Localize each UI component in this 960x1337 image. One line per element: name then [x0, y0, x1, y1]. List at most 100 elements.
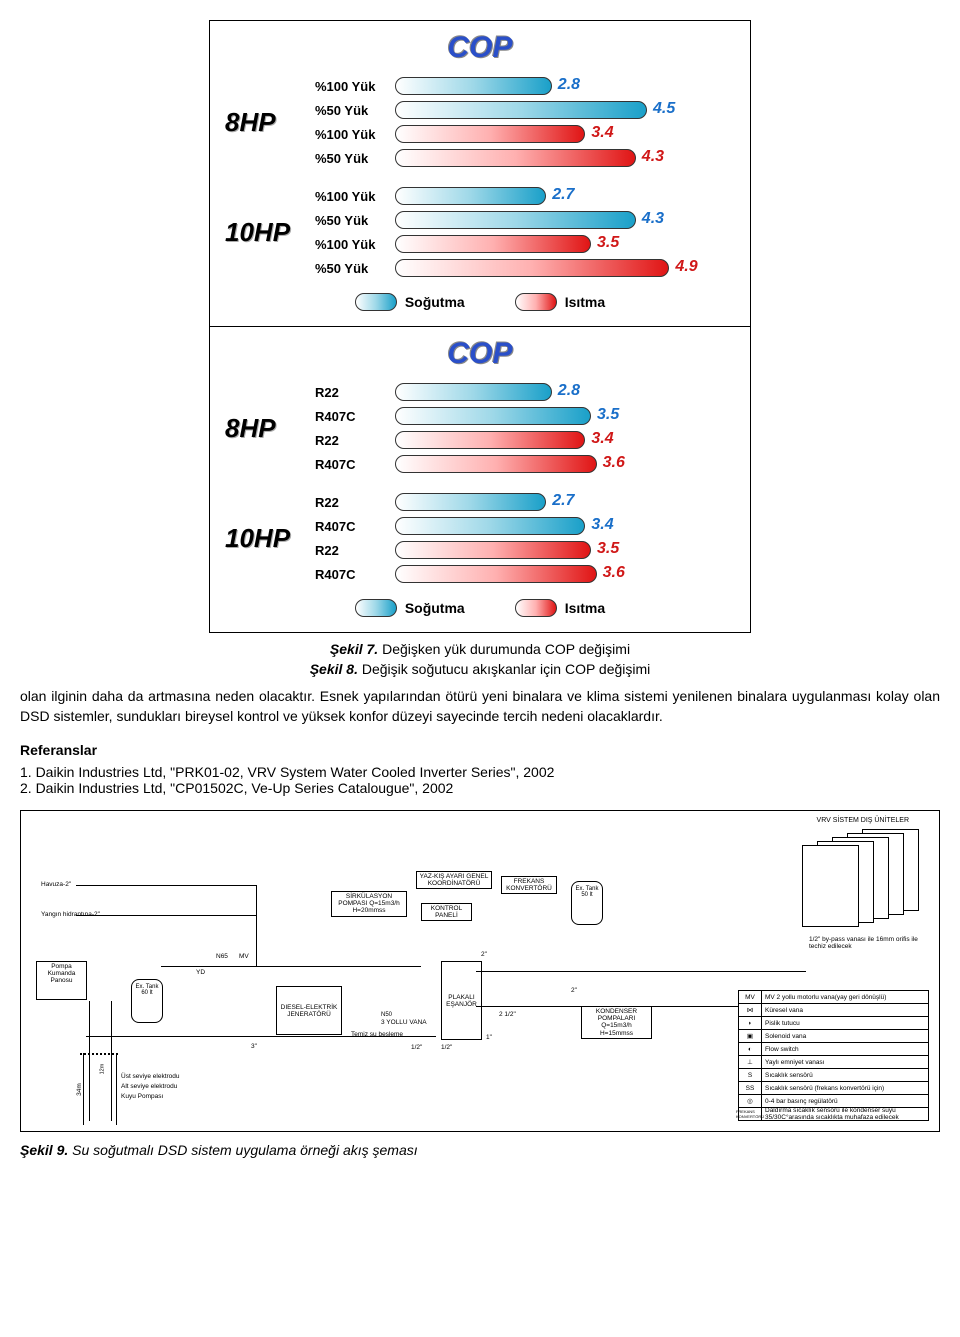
bar-value: 3.5 [597, 540, 619, 558]
bar-fill [395, 187, 546, 205]
hp-label: 8HP [225, 107, 315, 138]
legend-swatch [355, 293, 397, 311]
legend-table-row: ⋈Küresel vana [739, 1004, 928, 1017]
figure-7-caption: Şekil 7. Değişken yük durumunda COP deği… [20, 641, 940, 657]
kontrol-box: KONTROL PANELİ [421, 903, 472, 921]
bar-label: %50 Yük [315, 151, 395, 166]
bar-row: %50 Yük4.3 [315, 209, 735, 231]
figure-7-label: Şekil 7. [330, 641, 378, 657]
bypass-label: 1/2" by-pass vanası ile 16mm orifis ile … [809, 936, 929, 950]
legend-symbol: FREKANS KONVERTÖRÜ [739, 1108, 762, 1120]
cop-title: COP [225, 31, 735, 65]
bar-track: 2.8 [395, 383, 735, 401]
bar-track: 4.9 [395, 259, 735, 277]
legend-desc: Sıcaklık sensörü [762, 1069, 928, 1081]
bar-fill [395, 517, 585, 535]
bar-track: 3.5 [395, 541, 735, 559]
bar-track: 3.4 [395, 517, 735, 535]
bar-track: 3.6 [395, 455, 735, 473]
bar-row: R407C3.5 [315, 405, 735, 427]
ust-elektrod: Üst seviye elektrodu [121, 1073, 180, 1080]
bar-fill [395, 77, 552, 95]
size-2: 2" [571, 987, 577, 994]
legend-table-row: ▣Solenoid vana [739, 1030, 928, 1043]
bars-block: %100 Yük2.8%50 Yük4.5%100 Yük3.4%50 Yük4… [315, 73, 735, 171]
bar-value: 2.8 [558, 382, 580, 400]
kuyu-pompasi: Kuyu Pompası [121, 1093, 163, 1100]
bar-label: %100 Yük [315, 79, 395, 94]
cop-title: COP [225, 337, 735, 371]
body-paragraph: olan ilginin daha da artmasına neden ola… [20, 687, 940, 726]
plakali-box: PLAKALI EŞANJÖR [441, 961, 482, 1040]
bar-label: %100 Yük [315, 127, 395, 142]
legend-label: Soğutma [405, 294, 465, 310]
reference-item: 1. Daikin Industries Ltd, "PRK01-02, VRV… [20, 764, 940, 780]
bar-label: %100 Yük [315, 237, 395, 252]
legend-symbol: MV [739, 991, 762, 1003]
pipe [161, 966, 421, 967]
bar-fill [395, 455, 597, 473]
ex-tank-1: Ex. Tank 60 lt [131, 979, 163, 1023]
bar-row: R222.7 [315, 491, 735, 513]
alt-elektrod: Alt seviye elektrodu [121, 1083, 177, 1090]
legend-symbol: ⋈ [739, 1004, 762, 1016]
frekans-box: FREKANS KONVERTÖRÜ [501, 876, 557, 894]
bar-label: R407C [315, 457, 395, 472]
chart-panel: COP 8HP%100 Yük2.8%50 Yük4.5%100 Yük3.4%5… [210, 21, 750, 327]
size-mv: MV [239, 953, 249, 960]
references-title: Referanslar [20, 742, 940, 758]
bar-label: %50 Yük [315, 103, 395, 118]
size-2.5: 2 1/2" [499, 1011, 516, 1018]
legend-swatch [355, 599, 397, 617]
bar-value: 3.4 [591, 516, 613, 534]
legend-desc: Küresel vana [762, 1004, 928, 1016]
pipe [76, 915, 256, 916]
legend-table-row: ◗Pislik tutucu [739, 1017, 928, 1030]
dizel-box: DIESEL-ELEKTRİK JENERATÖRÜ [276, 986, 342, 1035]
bar-track: 2.8 [395, 77, 735, 95]
bars-block: %100 Yük2.7%50 Yük4.3%100 Yük3.5%50 Yük4… [315, 183, 735, 281]
bar-fill [395, 259, 669, 277]
bar-fill [395, 541, 591, 559]
legend-item: Soğutma [355, 599, 465, 617]
legend-desc: Solenoid vana [762, 1030, 928, 1042]
figure-9-caption: Şekil 9. Su soğutmalı DSD sistem uygulam… [20, 1142, 940, 1158]
legend-table-row: FREKANS KONVERTÖRÜDaldırma sıcaklık sens… [739, 1108, 928, 1120]
bar-track: 2.7 [395, 493, 735, 511]
legend-item: Isıtma [515, 293, 605, 311]
legend-item: Soğutma [355, 293, 465, 311]
bar-label: R22 [315, 385, 395, 400]
legend-desc: Sıcaklık sensörü (frekans konvertörü içi… [762, 1082, 928, 1094]
plakali-label: PLAKALI EŞANJÖR [444, 994, 479, 1008]
depth-34: 34m [76, 1083, 83, 1096]
diagram-legend: MVMV 2 yollu motorlu vana(yay geri dönüş… [738, 990, 929, 1121]
flow-diagram: VRV SİSTEM DIŞ ÜNİTELER YAZ-KIŞ AYARI GE… [20, 810, 940, 1132]
hp-group: 8HP%100 Yük2.8%50 Yük4.5%100 Yük3.4%50 Y… [225, 73, 735, 171]
hp-label: 10HP [225, 523, 315, 554]
bar-track: 3.4 [395, 125, 735, 143]
legend-label: Soğutma [405, 600, 465, 616]
bar-value: 2.7 [552, 186, 574, 204]
size-n65: N65 [216, 953, 228, 960]
bar-label: R407C [315, 567, 395, 582]
bar-value: 3.6 [603, 564, 625, 582]
bar-label: R22 [315, 495, 395, 510]
bar-row: R407C 3.6 [315, 563, 735, 585]
yollu3-label: N50 3 YOLLU VANA [381, 1011, 427, 1026]
legend-desc: Pislik tutucu [762, 1017, 928, 1029]
legend-label: Isıtma [565, 294, 605, 310]
sirkulasyon-box: SİRKÜLASYON POMPASI Q=15m3/h H=20mmss [331, 891, 407, 916]
bar-row: %100 Yük3.5 [315, 233, 735, 255]
bar-row: R223.4 [315, 429, 735, 451]
size-half2: 1/2" [441, 1044, 452, 1051]
chart-legend: SoğutmaIsıtma [225, 599, 735, 617]
bar-track: 3.5 [395, 235, 735, 253]
figure-9-text: Su soğutmalı DSD sistem uygulama örneği … [72, 1142, 417, 1158]
bar-label: %50 Yük [315, 213, 395, 228]
bar-label: %100 Yük [315, 189, 395, 204]
kondenser-box: KONDENSER POMPALARI Q=15m3/h H=15mmss [581, 1006, 652, 1039]
bar-fill [395, 493, 546, 511]
temiz-su-label: Temiz su besleme [351, 1031, 403, 1038]
hp-group: 10HPR222.7 R407C 3.4 R22 3.5 R407C 3.6 [225, 489, 735, 587]
legend-desc: 0-4 bar basınç regülatörü [762, 1095, 928, 1107]
